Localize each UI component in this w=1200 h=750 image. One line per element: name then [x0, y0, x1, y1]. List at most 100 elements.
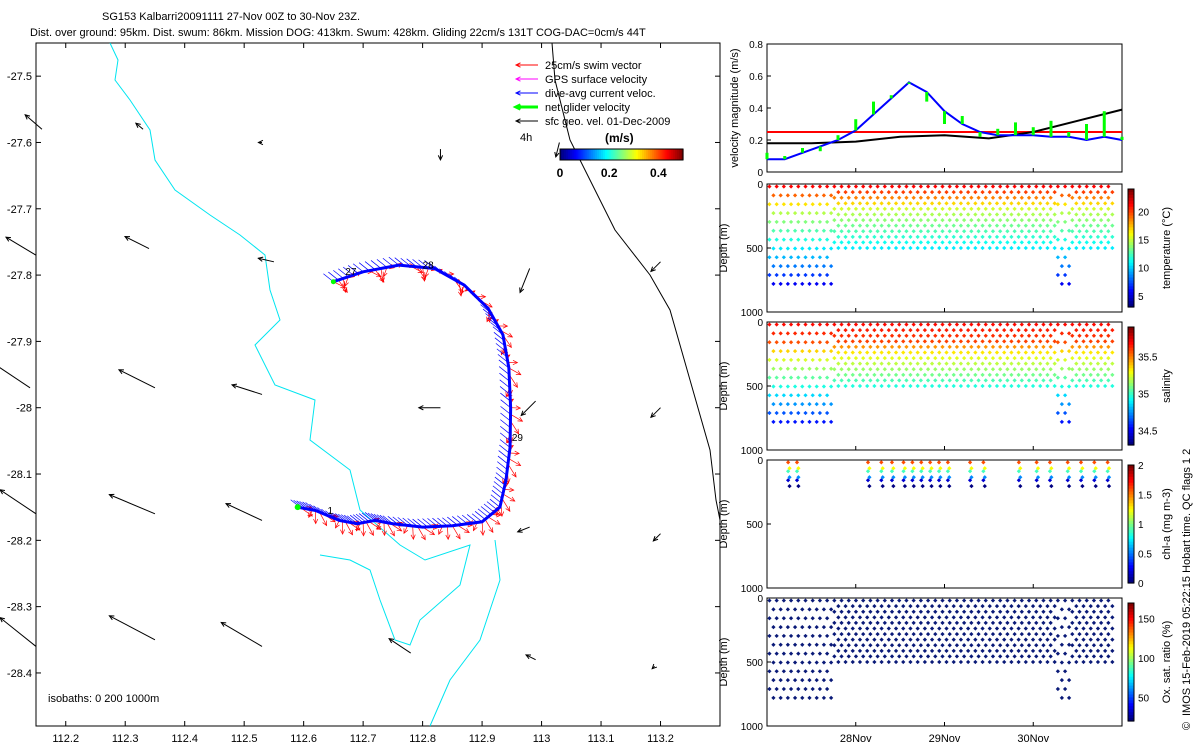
salinity-point-31-7 — [994, 361, 1000, 366]
temperature-point-34-2 — [1012, 195, 1017, 200]
temperature-point-20-1 — [915, 190, 920, 195]
oxygen-point-0-10 — [767, 686, 772, 692]
temperature-point-35-2 — [1019, 195, 1024, 200]
salinity-point-41-5 — [1066, 366, 1072, 371]
salinity-point-22-10 — [925, 378, 931, 383]
oxygen-cbar-seg-18 — [1128, 656, 1134, 660]
oxygen-point-2-8 — [781, 669, 786, 674]
temperature-point-18-11 — [901, 245, 906, 251]
temperature-point-31-4 — [990, 206, 996, 212]
oxygen-point-3-9 — [792, 678, 798, 683]
oxygen-point-27-5 — [966, 626, 971, 631]
salinity-cbar-seg-32 — [1128, 421, 1134, 425]
salinity-point-26-8 — [954, 367, 960, 372]
temperature-point-20-7 — [915, 223, 920, 228]
oxygen-point-42-8 — [1070, 643, 1075, 648]
oxygen-point-27-9 — [966, 648, 971, 653]
current-vector-61 — [494, 476, 506, 486]
salinity-point-42-6 — [1070, 355, 1075, 361]
oxygen-point-32-7 — [1002, 637, 1007, 642]
swim-vector-16 — [421, 267, 427, 282]
temperature-point-44-11 — [1088, 245, 1093, 251]
salinity-point-18-9 — [901, 372, 906, 377]
chl-point-0-1 — [787, 466, 792, 471]
colorbar-segment-10 — [580, 149, 584, 160]
salinity-cbar-seg-4 — [1128, 338, 1134, 343]
salinity-point-34-2 — [1012, 333, 1017, 338]
oxygen-point-18-8 — [897, 643, 902, 648]
chl-a-cbar-seg-26 — [1128, 541, 1134, 546]
temperature-cbar-seg-22 — [1128, 253, 1134, 258]
salinity-point-27-4 — [962, 344, 967, 350]
salinity-point-32-8 — [998, 367, 1003, 372]
oxygen-point-43-7 — [1081, 637, 1086, 642]
salinity-point-43-9 — [1081, 372, 1086, 377]
chl-a-cbar-seg-25 — [1128, 538, 1134, 543]
temperature-point-10-11 — [843, 245, 848, 251]
swim-vector-79-shaft — [447, 525, 449, 540]
temperature-point-2-2 — [781, 202, 786, 207]
temperature-point-22-4 — [925, 206, 931, 212]
temperature-point-31-0 — [990, 184, 996, 189]
oxygen-point-28-11 — [973, 659, 978, 665]
temperature-point-21-2 — [918, 195, 923, 200]
salinity-point-14-0 — [868, 322, 873, 327]
temperature-point-3-10 — [788, 272, 794, 278]
salinity-point-30-2 — [983, 333, 988, 338]
geo-vector-1 — [134, 122, 144, 130]
temperature-point-7-5 — [821, 228, 827, 233]
oxygen-cbar-seg-33 — [1128, 700, 1134, 704]
salinity-point-35-10 — [1019, 378, 1024, 383]
temperature-point-29-10 — [976, 240, 981, 245]
oxygen-point-34-9 — [1016, 648, 1021, 653]
oxygen-point-25-3 — [951, 615, 956, 620]
temperature-point-26-10 — [954, 240, 960, 245]
temperature-point-16-6 — [882, 217, 887, 223]
temperature-point-22-6 — [925, 217, 931, 223]
temperature-cbar-seg-16 — [1128, 236, 1134, 240]
swim-vector-55-head — [514, 450, 520, 456]
colorbar-segment-33 — [627, 149, 631, 160]
salinity-point-12-10 — [853, 378, 859, 383]
temperature-cbar-seg-13 — [1128, 227, 1134, 231]
salinity-point-18-0 — [897, 322, 902, 327]
oxygen-point-35-6 — [1019, 631, 1024, 637]
salinity-point-28-11 — [973, 383, 978, 389]
oxygen-point-17-8 — [889, 643, 895, 648]
temperature-point-7-10 — [817, 272, 823, 278]
temperature-point-10-0 — [839, 184, 844, 189]
salinity-point-25-4 — [947, 344, 952, 350]
salinity-point-26-2 — [954, 333, 960, 338]
salinity-point-29-7 — [980, 361, 985, 366]
temperature-point-29-11 — [980, 245, 985, 251]
velocity-ytick-label-4: 0.8 — [749, 40, 763, 51]
salinity-point-43-6 — [1077, 355, 1082, 361]
map-ytick-label-8: -28.3 — [7, 602, 32, 614]
salinity-point-45-11 — [1095, 383, 1101, 389]
temperature-point-38-9 — [1045, 234, 1050, 239]
chl-a-cbar-seg-7 — [1128, 485, 1134, 490]
swim-vector-71-head — [488, 527, 494, 534]
salinity-point-25-2 — [947, 333, 952, 338]
temperature-point-18-1 — [901, 190, 906, 195]
temperature-point-30-9 — [987, 234, 992, 239]
oxygen-cbar-seg-9 — [1128, 629, 1134, 634]
legend-label-3: net glider velocity — [545, 102, 630, 114]
current-vector-50 — [500, 412, 511, 422]
temperature-point-3-7 — [792, 246, 798, 251]
temperature-point-39-0 — [1048, 184, 1053, 189]
salinity-point-19-7 — [908, 361, 913, 366]
oxygen-point-14-8 — [868, 643, 873, 648]
temperature-point-6-9 — [814, 264, 819, 269]
oxygen-point-35-9 — [1023, 648, 1028, 653]
time-tick-label-2: 30Nov — [1017, 733, 1049, 745]
temperature-point-23-2 — [933, 195, 938, 200]
oxygen-point-41-5 — [1066, 642, 1072, 647]
oxygen-point-3-8 — [788, 669, 794, 674]
salinity-cbar-seg-3 — [1128, 335, 1134, 340]
temperature-point-24-9 — [944, 234, 949, 239]
salinity-point-15-8 — [875, 367, 880, 372]
chl-point-13-4 — [1016, 478, 1021, 483]
salinity-point-42-11 — [1074, 383, 1079, 389]
temperature-point-43-3 — [1081, 201, 1086, 206]
